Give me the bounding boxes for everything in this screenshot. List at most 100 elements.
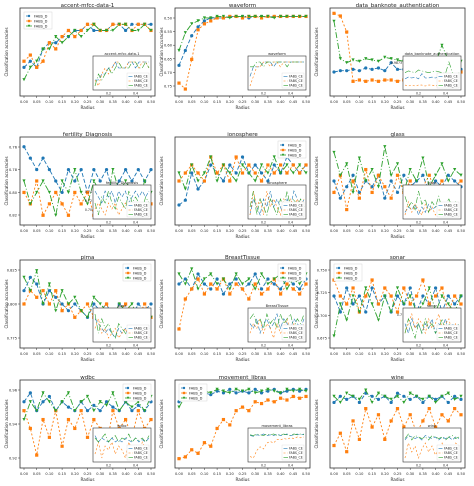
x-tick-label: 0.25 [238, 352, 246, 356]
data-point [285, 14, 289, 19]
series-line-1 [23, 391, 152, 412]
y-tick-label: 0.70 [164, 71, 173, 75]
data-point [266, 398, 270, 402]
inset-plot: accent-mfcc-data-10.2 0.4FABS_CEFABS_CEFA… [92, 52, 152, 96]
inset-legend-label: FABS_CE [444, 447, 458, 451]
data-point [202, 441, 206, 445]
inset-series-line-1 [404, 203, 460, 216]
inset-x-tick-label: 0.2 [106, 92, 111, 96]
data-point [332, 443, 336, 448]
y-tick-label: 0.92 [9, 457, 17, 461]
x-tick-label: 0.00 [175, 472, 184, 476]
data-point [183, 87, 187, 91]
data-point [383, 286, 387, 290]
data-point [345, 185, 349, 189]
data-point [253, 272, 257, 276]
x-tick-label: 0.15 [213, 352, 221, 356]
x-tick-label: 0.25 [83, 100, 91, 104]
data-point [298, 292, 302, 296]
data-point [370, 425, 374, 429]
data-point [376, 413, 381, 417]
inset-series-line-1 [249, 61, 304, 77]
data-point [304, 171, 308, 175]
data-point [209, 444, 213, 448]
data-point [259, 272, 264, 276]
data-point [190, 448, 194, 452]
x-tick-label: 0.25 [83, 352, 91, 356]
x-tick-label: 0.00 [330, 472, 339, 476]
data-point [190, 57, 194, 62]
data-point [298, 14, 302, 19]
subplot-waveform: waveform 0.00 0.05 0.10 0.15 0.20 0.25 0.30 0.35… [159, 3, 311, 110]
data-point [395, 58, 400, 62]
data-point [414, 179, 419, 183]
data-point [136, 167, 140, 172]
y-axis-label: Classification accuracies [4, 399, 9, 448]
x-axis-label: Radius [390, 357, 404, 362]
data-point [92, 302, 96, 306]
x-tick-label: 0.20 [226, 229, 235, 233]
inset-legend-label: FABS_CE [134, 79, 148, 83]
data-point [22, 190, 26, 195]
inset-x-tick-label: 0.4 [443, 92, 448, 96]
subplot-sonar: sonar 0.00 0.05 0.10 0.15 0.20 0.25 0.30 0.35 0.4… [314, 255, 466, 362]
data-point [351, 179, 355, 183]
x-axis-label: Radius [80, 477, 94, 482]
data-point [357, 156, 361, 160]
data-point [357, 437, 361, 441]
data-point [383, 55, 387, 59]
data-point [421, 419, 425, 423]
x-tick-label: 0.10 [45, 100, 54, 104]
data-point [345, 162, 349, 166]
data-point [298, 387, 302, 391]
data-point [291, 14, 295, 19]
data-point [130, 405, 134, 409]
data-point [446, 294, 450, 298]
x-tick-label: 0.05 [343, 352, 351, 356]
legend-marker [281, 271, 285, 275]
x-tick-label: 0.05 [33, 229, 41, 233]
data-point [259, 179, 264, 183]
inset-series-line-1 [249, 190, 305, 217]
inset-y-tick-label: 0.74 [85, 190, 92, 194]
x-tick-label: 0.30 [251, 100, 260, 104]
data-point [177, 282, 181, 286]
legend-label: FABS_D [344, 271, 358, 275]
inset-series-line-3 [94, 433, 150, 443]
inset-legend-label: FABS_CE [289, 447, 303, 451]
data-point [259, 14, 264, 19]
data-point [414, 394, 419, 398]
legend-label: FABS_D [133, 276, 147, 280]
data-point [259, 292, 264, 296]
data-point [196, 277, 200, 281]
data-point [247, 387, 251, 391]
inset-legend-label: FABS_CE [444, 451, 458, 455]
inset-x-tick-label: 0.4 [133, 464, 138, 468]
data-point [351, 173, 355, 177]
data-point [73, 302, 77, 306]
x-tick-label: 0.20 [226, 352, 235, 356]
inset-x-tick-label: 0.2 [261, 92, 266, 96]
data-point [279, 292, 283, 296]
data-point [41, 289, 45, 293]
x-tick-label: 0.30 [96, 352, 105, 356]
x-tick-label: 0.20 [226, 100, 235, 104]
data-point [259, 389, 264, 393]
data-point [370, 286, 374, 290]
x-tick-label: 0.45 [134, 100, 142, 104]
legend-marker [281, 266, 285, 270]
legend-box [333, 263, 363, 282]
data-point [183, 171, 187, 175]
data-point [209, 16, 213, 20]
data-point [364, 407, 368, 411]
x-tick-label: 0.20 [381, 472, 390, 476]
data-point [54, 35, 58, 39]
data-point [47, 47, 51, 51]
data-point [209, 155, 213, 159]
